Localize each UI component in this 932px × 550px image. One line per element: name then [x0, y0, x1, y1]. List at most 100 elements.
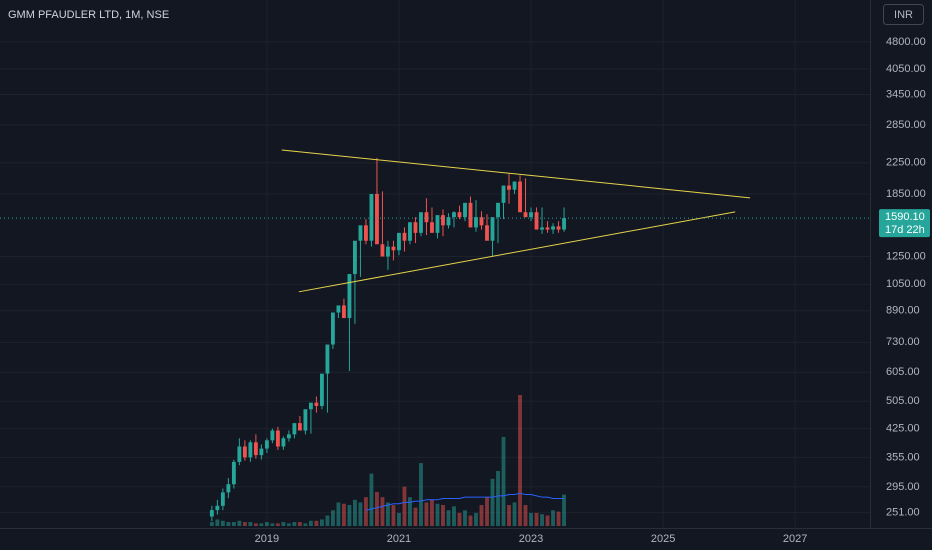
candle-body — [237, 446, 242, 462]
currency-button[interactable] — [883, 4, 924, 25]
volume-bar — [512, 502, 517, 526]
candle-body — [501, 185, 506, 203]
plot — [0, 149, 870, 522]
candle-body — [408, 222, 412, 241]
volume-bar — [463, 510, 467, 526]
candle-body — [529, 212, 533, 218]
candle-body — [419, 212, 423, 233]
candle-body — [336, 305, 341, 313]
volume-bar — [408, 497, 412, 526]
volume-bar — [518, 395, 522, 526]
volume-bar — [391, 505, 396, 526]
candle-body — [353, 240, 357, 275]
candle-body — [314, 402, 319, 406]
y-tick-label: 1250.00 — [886, 250, 926, 262]
candle-body — [402, 232, 407, 241]
candle-body — [259, 448, 264, 456]
volume-bar — [342, 503, 346, 526]
volume-bar — [446, 510, 451, 526]
candle-body — [397, 232, 401, 251]
volume-bar — [303, 523, 308, 526]
y-tick-label: 505.00 — [886, 395, 920, 407]
volume-bar — [237, 520, 242, 526]
volume-bar — [220, 520, 225, 526]
y-tick-label: 730.00 — [886, 336, 920, 348]
y-tick-label: 355.00 — [886, 451, 920, 463]
y-tick-label: 251.00 — [886, 507, 920, 519]
volume-ma-line — [365, 492, 565, 511]
candle-body — [364, 225, 368, 241]
volume-bar — [297, 522, 302, 526]
volume-bar — [397, 512, 401, 526]
volume-bar — [545, 515, 550, 526]
currency-label[interactable]: INR — [894, 9, 913, 21]
volume-bar — [292, 522, 297, 526]
volume-bar — [319, 519, 324, 526]
volume-bar — [270, 523, 275, 526]
volume-bar — [364, 497, 368, 526]
candle-body — [424, 212, 429, 223]
candle-body — [342, 305, 346, 319]
volume-bar — [286, 523, 291, 526]
volume-bar — [253, 523, 258, 526]
candle-body — [534, 212, 539, 230]
volume-bar — [353, 499, 357, 526]
grid — [0, 0, 870, 528]
volume-bar — [540, 514, 544, 526]
candle-body — [231, 461, 236, 485]
candle-body — [512, 181, 517, 190]
volume-bar — [485, 497, 489, 526]
candle-body — [270, 430, 275, 441]
y-tick-label: 2250.00 — [886, 157, 926, 169]
y-tick-label: 1050.00 — [886, 278, 926, 290]
candle-body — [391, 246, 396, 251]
candle-body — [518, 181, 522, 213]
candle-body — [435, 215, 440, 233]
volume-bar — [325, 515, 330, 526]
candle-body — [209, 510, 214, 517]
volume-bar — [507, 505, 511, 526]
volume-bar — [501, 436, 506, 526]
volume-bar — [457, 512, 462, 526]
candle-body — [253, 442, 258, 456]
volume-bar — [556, 511, 561, 526]
volume-bar — [314, 520, 319, 526]
volume-bar — [242, 522, 247, 526]
volume-bar — [479, 505, 484, 526]
x-tick-label: 2027 — [783, 533, 807, 545]
volume-bar — [562, 494, 566, 526]
y-tick-label: 4050.00 — [886, 63, 926, 75]
candle-body — [562, 218, 566, 230]
candle-body — [496, 202, 500, 218]
y-tick-label: 3450.00 — [886, 88, 926, 100]
volume-bar — [375, 491, 379, 526]
candle-body — [430, 222, 434, 233]
candle-body — [264, 440, 269, 449]
volume-bar — [347, 505, 352, 526]
volume-bar — [281, 522, 286, 526]
candle-body — [325, 344, 330, 374]
candle-body — [474, 217, 478, 228]
volume-bar — [441, 505, 445, 526]
volume-bar — [264, 522, 269, 526]
volume-bar — [419, 463, 423, 526]
candle-body — [380, 244, 385, 257]
y-tick-label: 425.00 — [886, 423, 920, 435]
trendline — [281, 149, 751, 199]
candle-body — [242, 446, 247, 458]
candle-body — [452, 212, 456, 218]
volume-bar — [435, 503, 440, 526]
volume-pane — [209, 395, 566, 526]
y-tick-label: 890.00 — [886, 305, 920, 317]
y-tick-label: 4800.00 — [886, 36, 926, 48]
candle-body — [523, 212, 528, 218]
candle-body — [468, 202, 473, 228]
volume-bar — [452, 506, 456, 526]
candle-body — [446, 217, 451, 226]
volume-bar — [534, 512, 539, 526]
volume-bar — [308, 520, 313, 526]
volume-bar — [259, 523, 264, 526]
trendline — [298, 211, 736, 293]
